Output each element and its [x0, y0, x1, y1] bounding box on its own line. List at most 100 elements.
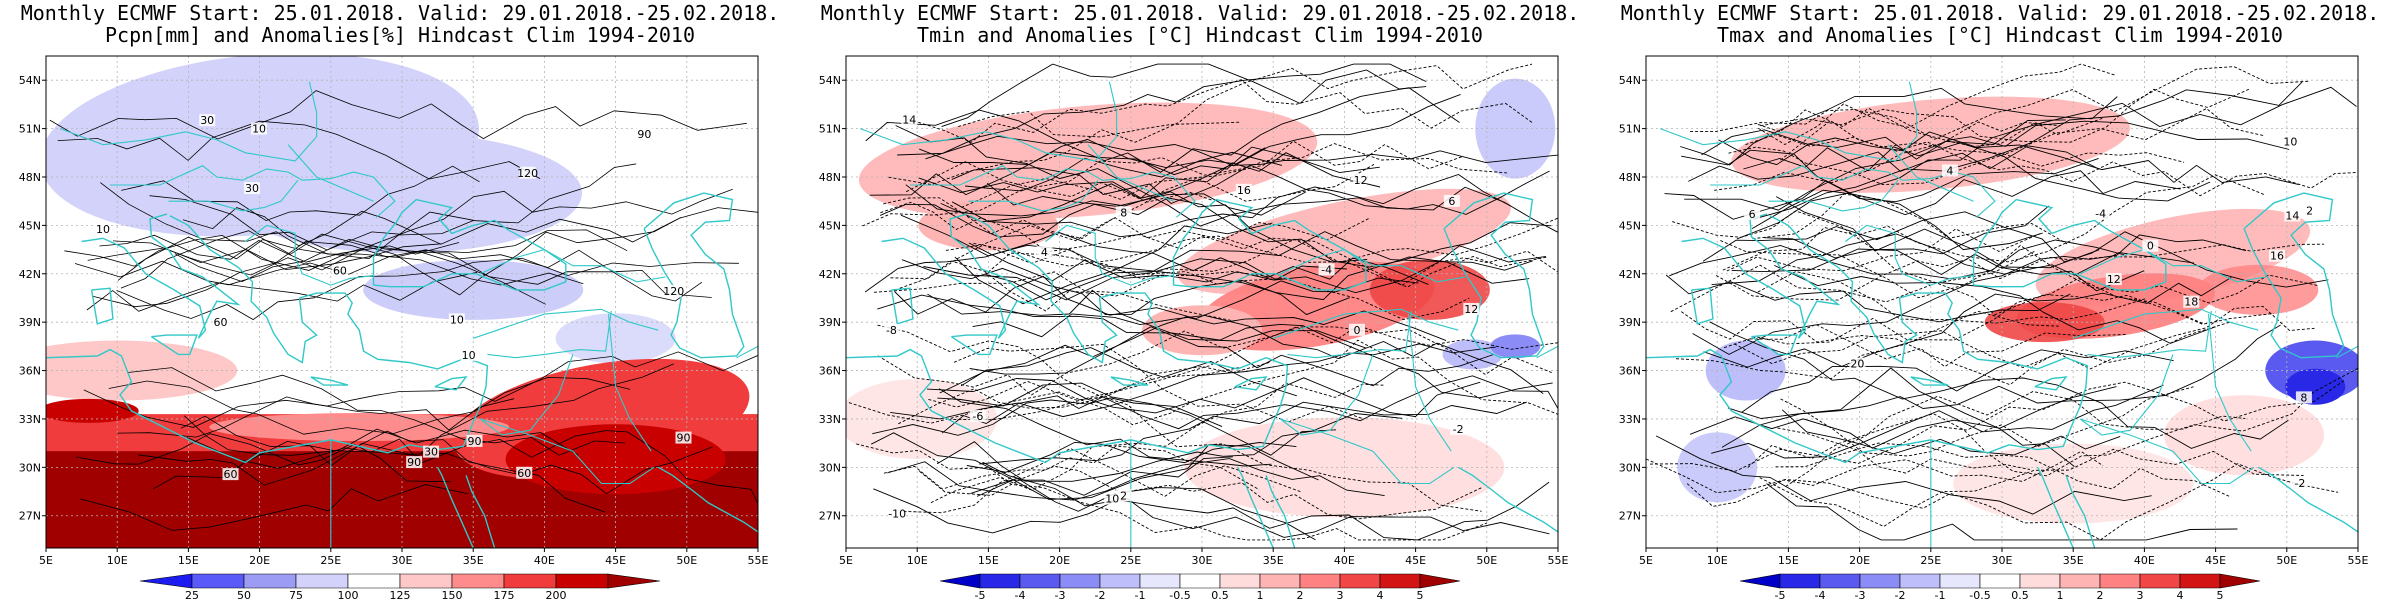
anomaly-shading	[2285, 368, 2346, 405]
colorbar-label: 50	[237, 589, 251, 600]
colorbar-label: 125	[390, 589, 411, 600]
map-area: -12 -10 -8 -6 -4 -2 0 2 4 6 8 10 12 14 16	[846, 56, 1558, 548]
coastline	[1457, 466, 1558, 533]
contour-label: -2	[1453, 423, 1464, 436]
colorbar-segment	[191, 573, 245, 589]
border-line	[1536, 345, 1558, 359]
y-tick-label: 39N	[19, 316, 41, 329]
contour-label: 16	[1237, 184, 1251, 197]
contour-label-bg	[1318, 263, 1335, 276]
border-line	[968, 179, 1099, 212]
x-tick-label: 5E	[839, 554, 853, 567]
contour-line	[1760, 88, 2251, 143]
contour-line	[897, 63, 1427, 156]
contour-label-bg	[460, 348, 477, 361]
anomaly-shading	[1984, 302, 2105, 343]
contour-label: 10	[96, 223, 110, 236]
contour-line	[83, 351, 758, 428]
contour-line	[1681, 149, 2099, 203]
colorbar-segment	[503, 573, 557, 589]
contour-line	[877, 294, 1553, 399]
coastline	[2065, 475, 2096, 548]
contour-label-bg	[95, 222, 112, 235]
coastline	[46, 215, 489, 464]
border-line	[479, 354, 655, 485]
border-line	[2336, 345, 2358, 359]
colorbar-segment	[295, 573, 349, 589]
contour-label-bg	[2268, 249, 2285, 262]
contour-line	[1701, 119, 2066, 160]
colorbar-segment	[1979, 573, 2021, 589]
colorbar-segment	[2179, 573, 2221, 589]
anomaly-shading	[505, 424, 726, 495]
contour-line	[1665, 274, 2071, 323]
border-line	[168, 179, 299, 212]
coastline	[1234, 376, 1268, 391]
contour-line	[1649, 379, 2346, 472]
colorbar-label: 75	[289, 589, 303, 600]
contour-line	[1757, 107, 2105, 147]
y-tick-label: 30N	[819, 461, 841, 474]
y-tick-label: 27N	[1619, 510, 1641, 523]
contour-line	[149, 163, 637, 251]
map-panel-precipitation: Monthly ECMWF Start: 25.01.2018. Valid: …	[0, 0, 800, 600]
colorbar-label: 175	[494, 589, 515, 600]
y-tick-label: 30N	[1619, 461, 1641, 474]
contour-line	[905, 184, 1368, 263]
contour-label-bg	[675, 431, 692, 444]
contour-label-bg	[1744, 207, 1761, 220]
x-tick-label: 55E	[2348, 554, 2369, 567]
border-line	[110, 165, 396, 218]
colorbar-label: 100	[338, 589, 359, 600]
contour-line	[120, 216, 682, 296]
contour-line	[1741, 349, 2174, 413]
panel-title-line2: Tmin and Anomalies [°C] Hindcast Clim 19…	[917, 23, 1483, 47]
contour-label: 30	[200, 114, 214, 127]
border-line	[487, 310, 612, 359]
border-line	[860, 81, 1118, 162]
x-tick-label: 25E	[320, 554, 341, 567]
x-tick-label: 35E	[1263, 554, 1284, 567]
contour-label: 18	[2184, 296, 2198, 309]
colorbar-segment	[243, 573, 297, 589]
colorbar-segment	[979, 573, 1021, 589]
y-tick-label: 54N	[819, 74, 841, 87]
colorbar-segment	[1139, 573, 1181, 589]
border-line	[736, 345, 758, 359]
contour-label-bg	[423, 445, 440, 458]
x-tick-label: 20E	[1049, 554, 1070, 567]
contour-label: 8	[2300, 391, 2307, 404]
colorbar-label: 150	[442, 589, 463, 600]
contour-line	[951, 174, 1512, 238]
colorbar-label: 0.5	[1211, 589, 1229, 600]
contour-label: 2	[2306, 204, 2313, 217]
contour-line	[965, 151, 1283, 192]
border-line	[2207, 314, 2252, 452]
anomaly-shading	[2164, 395, 2325, 476]
border-line	[607, 314, 652, 452]
contour-label-bg	[1443, 194, 1460, 207]
coastline	[657, 466, 758, 533]
border-line	[1045, 224, 1174, 286]
colorbar-segment	[2059, 573, 2101, 589]
contour-label: 120	[517, 167, 538, 180]
contour-label: 8	[1120, 206, 1127, 219]
contour-line	[1727, 324, 2281, 419]
panel-title-line2: Pcpn[mm] and Anomalies[%] Hindcast Clim …	[104, 23, 695, 47]
contour-label-bg	[251, 122, 268, 135]
coastline	[1110, 376, 1149, 386]
contour-line	[1711, 384, 2164, 459]
contour-line	[1684, 120, 2290, 211]
contour-line	[1675, 310, 2059, 380]
contour-label: 60	[224, 468, 238, 481]
border-line	[245, 224, 374, 286]
coastline	[890, 287, 914, 325]
contour-label: 60	[214, 316, 228, 329]
contour-label: 10	[462, 349, 476, 362]
colorbar-label: 1	[2057, 589, 2064, 600]
contour-line	[180, 415, 713, 495]
contour-line	[1715, 243, 2325, 301]
colorbar-segment	[1779, 573, 1821, 589]
colorbar-label: 3	[2137, 589, 2144, 600]
